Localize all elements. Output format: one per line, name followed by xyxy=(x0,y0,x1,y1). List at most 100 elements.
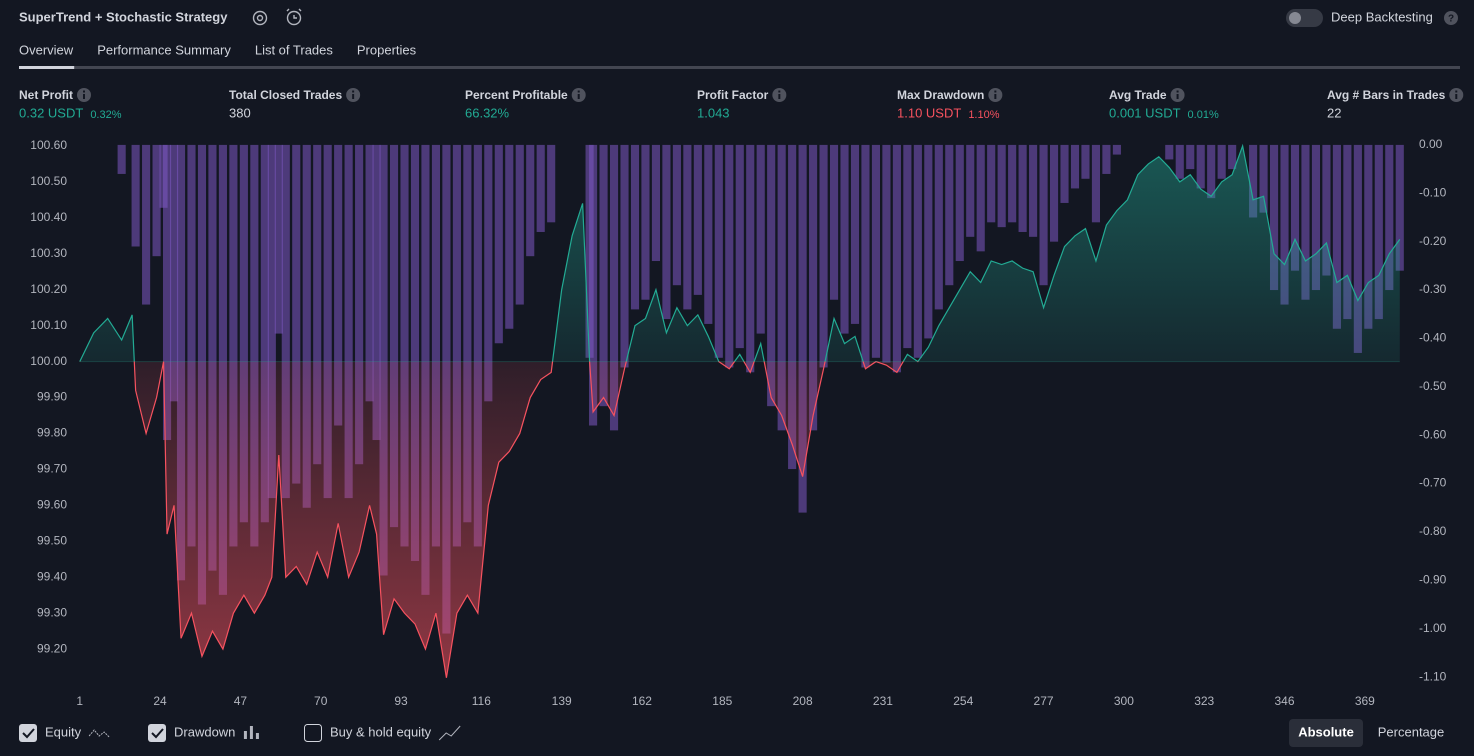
metric-label: Avg Trade xyxy=(1109,88,1167,102)
drawdown-bar xyxy=(819,144,828,368)
drawdown-bar xyxy=(260,144,269,523)
drawdown-bar xyxy=(892,144,901,373)
settings-icon[interactable] xyxy=(252,10,268,26)
drawdown-bar xyxy=(1207,144,1216,199)
drawdown-bar xyxy=(903,144,912,349)
tab[interactable]: Performance Summary xyxy=(97,42,231,57)
drawdown-bar xyxy=(1175,144,1184,179)
drawdown-bar xyxy=(344,144,353,499)
scale-button[interactable]: Percentage xyxy=(1378,724,1445,739)
drawdown-bar xyxy=(735,144,744,349)
metric-label: Total Closed Trades xyxy=(229,88,342,102)
drawdown-bar xyxy=(1060,144,1069,203)
drawdown-bar xyxy=(683,144,692,310)
drawdown-bar xyxy=(515,144,524,305)
drawdown-bar xyxy=(1311,144,1321,291)
drawdown-bar xyxy=(274,144,283,334)
y-tick-label: 99.60 xyxy=(37,498,67,512)
drawdown-bar xyxy=(292,144,301,484)
drawdown-bar xyxy=(641,144,650,300)
drawdown-bar xyxy=(267,144,276,499)
legend-label: Drawdown xyxy=(174,724,235,739)
drawdown-bar xyxy=(410,144,420,561)
drawdown-bar xyxy=(1039,144,1048,286)
metric-label: Avg # Bars in Trades xyxy=(1327,88,1446,102)
y-tick-label: 99.40 xyxy=(37,569,67,583)
info-icon[interactable] xyxy=(346,88,361,102)
y-tick-label: 99.50 xyxy=(37,533,67,547)
info-glyph xyxy=(778,94,781,99)
drawdown-bar xyxy=(798,144,807,513)
series-checkbox[interactable] xyxy=(19,724,37,742)
y-tick-label: 100.00 xyxy=(30,354,67,368)
y-tick-label: 99.90 xyxy=(37,390,67,404)
drawdown-bar xyxy=(1217,144,1226,179)
drawdown-bar xyxy=(809,144,818,431)
scale-button[interactable]: Absolute xyxy=(1289,719,1363,747)
series-checkbox[interactable] xyxy=(148,724,166,742)
info-glyph xyxy=(352,94,355,99)
drawdown-bar xyxy=(756,144,765,334)
drawdown-bar xyxy=(913,144,922,358)
drawdown-bar xyxy=(704,144,713,324)
info-glyph xyxy=(1455,94,1458,99)
drawdown-bar xyxy=(1091,144,1101,223)
info-icon[interactable] xyxy=(1170,88,1185,102)
drawdown-bar xyxy=(355,144,364,465)
alert-icon[interactable] xyxy=(286,8,302,26)
drawdown-bar xyxy=(1070,144,1080,189)
x-tick-label: 323 xyxy=(1194,694,1214,708)
tab[interactable]: Properties xyxy=(357,42,417,57)
metric-value: 0.32 USDT xyxy=(19,105,83,120)
checkbox-box xyxy=(304,724,322,742)
metric-value: 1.10 USDT xyxy=(897,105,961,120)
y2-tick-label: -1.10 xyxy=(1419,669,1447,683)
legend-icon xyxy=(243,726,259,739)
legend-icon xyxy=(438,725,461,741)
x-tick-label: 1 xyxy=(76,694,83,708)
y2-tick-label: -0.20 xyxy=(1419,234,1447,248)
drawdown-bar xyxy=(313,144,322,465)
info-icon[interactable] xyxy=(988,88,1003,102)
info-icon[interactable] xyxy=(571,88,586,102)
info-icon[interactable] xyxy=(1449,88,1464,102)
info-icon[interactable] xyxy=(772,88,787,102)
y-tick-label: 100.20 xyxy=(30,282,67,296)
tab[interactable]: List of Trades xyxy=(255,42,334,57)
drawdown-bar xyxy=(672,144,681,286)
drawdown-bar xyxy=(1269,144,1279,291)
drawdown-bar xyxy=(1228,144,1237,170)
info-glyph xyxy=(1176,90,1179,93)
drawdown-bar xyxy=(484,144,493,402)
drawdown-bar xyxy=(1353,144,1362,353)
metric-label: Profit Factor xyxy=(697,88,769,102)
drawdown-bar xyxy=(1301,144,1310,300)
series-checkbox[interactable] xyxy=(304,724,322,742)
x-tick-label: 254 xyxy=(953,694,973,708)
drawdown-bar xyxy=(1196,144,1205,189)
info-glyph xyxy=(577,90,580,93)
drawdown-bar xyxy=(662,144,671,320)
checkbox-check xyxy=(22,728,35,739)
y-tick-label: 99.70 xyxy=(37,462,67,476)
drawdown-bar xyxy=(372,144,381,441)
toggle-label: Deep Backtesting xyxy=(1331,9,1433,24)
drawdown-bar xyxy=(945,144,954,286)
drawdown-bar xyxy=(955,144,964,262)
drawdown-bar xyxy=(169,144,179,402)
y2-tick-label: -0.50 xyxy=(1419,379,1447,393)
y2-tick-label: -1.00 xyxy=(1419,621,1447,635)
help-icon[interactable]: ? xyxy=(1444,11,1458,25)
x-tick-label: 139 xyxy=(552,694,572,708)
y-tick-label: 100.60 xyxy=(30,138,67,152)
drawdown-bar xyxy=(117,144,126,174)
tab[interactable]: Overview xyxy=(19,42,74,57)
info-icon[interactable] xyxy=(77,88,91,102)
equity-area xyxy=(79,145,1400,678)
deep-backtesting-toggle[interactable] xyxy=(1286,9,1323,27)
metric-label: Net Profit xyxy=(19,88,73,102)
y2-tick-label: -0.70 xyxy=(1419,476,1447,490)
x-tick-label: 231 xyxy=(873,694,893,708)
metric-value: 380 xyxy=(229,105,251,120)
